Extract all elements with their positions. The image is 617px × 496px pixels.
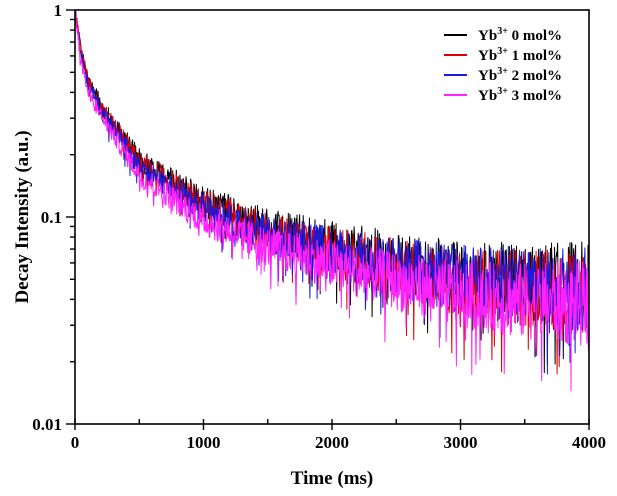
legend-label-0: Yb3+ 0 mol%: [478, 26, 562, 44]
x-tick-label-3000: 3000: [444, 433, 478, 452]
legend-label-1: Yb3+ 1 mol%: [478, 46, 562, 64]
x-tick-label-1000: 1000: [187, 433, 221, 452]
y-axis: [66, 9, 75, 425]
x-tick-label-0: 0: [71, 433, 80, 452]
y-tick-label-1: 1: [54, 1, 63, 20]
x-axis: [74, 419, 590, 430]
x-tick-label-2000: 2000: [315, 433, 349, 452]
legend-label-2: Yb3+ 2 mol%: [478, 66, 562, 84]
legend: Yb3+ 0 mol% Yb3+ 1 mol% Yb3+ 2 mol% Yb3+ 3 …: [444, 26, 562, 104]
series-line-3: [75, 10, 589, 392]
x-tick-label-4000: 4000: [572, 433, 606, 452]
x-axis-title: Time (ms): [291, 468, 374, 489]
y-tick-label-0.1: 0.1: [41, 208, 62, 227]
series-layer: [75, 10, 589, 392]
legend-label-3: Yb3+ 3 mol%: [478, 86, 562, 104]
y-axis-title: Decay Intensity (a.u.): [12, 130, 33, 303]
y-tick-label-0.01: 0.01: [32, 415, 62, 434]
